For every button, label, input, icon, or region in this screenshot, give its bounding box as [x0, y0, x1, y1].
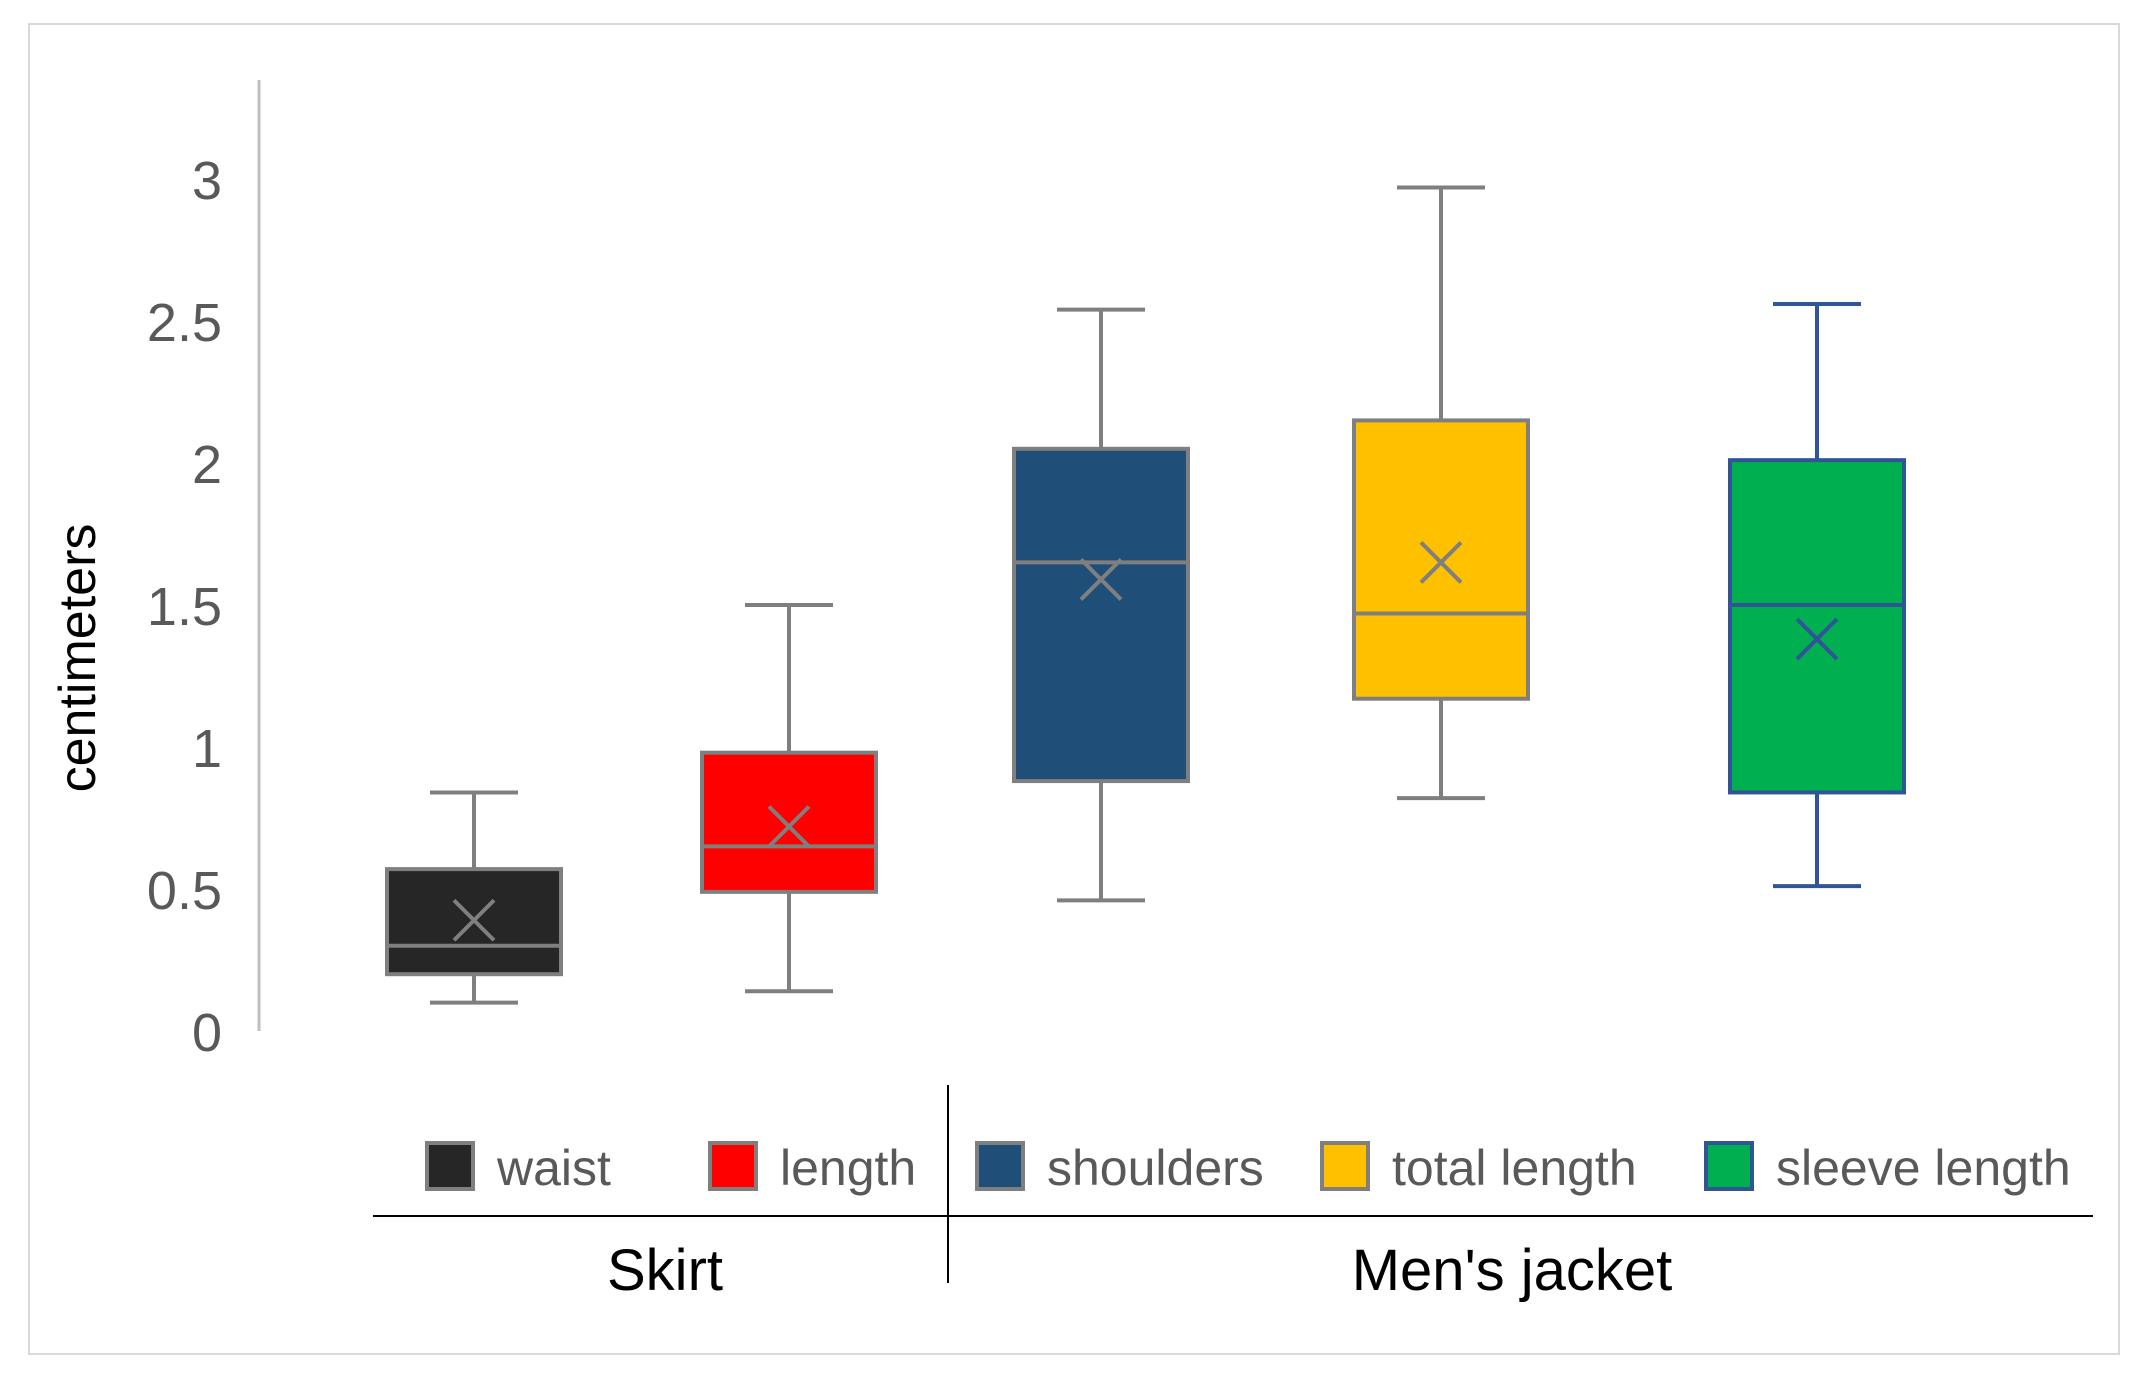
y-axis-title: centimeters: [49, 524, 107, 793]
box-iqr: [385, 867, 563, 977]
box-shoulders: [1012, 307, 1190, 903]
legend-label: total length: [1392, 1140, 1637, 1196]
box-sleeve-length: [1728, 301, 1906, 889]
box-iqr: [700, 750, 878, 894]
group-label: Skirt: [607, 1238, 723, 1303]
y-tick-label: 3: [192, 151, 222, 211]
y-tick-label: 0.5: [147, 861, 222, 921]
box-waist: [385, 790, 563, 1005]
mean-marker: [1419, 540, 1463, 584]
legend-swatch: [975, 1141, 1025, 1191]
legend-item-total-length: total length: [1320, 1140, 1637, 1196]
legend-swatch: [1704, 1141, 1754, 1191]
legend-item-waist: waist: [425, 1140, 611, 1196]
y-tick-label: 0: [192, 1003, 222, 1063]
legend-label: length: [780, 1140, 916, 1196]
legend-item-shoulders: shoulders: [975, 1140, 1264, 1196]
box-length: [700, 603, 878, 994]
y-tick-label: 2: [192, 435, 222, 495]
y-tick-label: 1.5: [147, 577, 222, 637]
plot-area: 0 0.5 1 1.5 2 2.5 3: [147, 80, 1906, 1063]
box-iqr: [1012, 446, 1190, 784]
legend: waist length shoulders total length sleeve l…: [373, 1085, 2093, 1303]
legend-label: waist: [496, 1140, 611, 1196]
legend-label: sleeve length: [1776, 1140, 2071, 1196]
legend-swatch: [1320, 1141, 1370, 1191]
y-tick-label: 1: [192, 719, 222, 779]
y-tick-label: 2.5: [147, 293, 222, 353]
legend-label: shoulders: [1047, 1140, 1264, 1196]
legend-swatch: [708, 1141, 758, 1191]
box-iqr: [1728, 458, 1906, 795]
legend-item-sleeve-length: sleeve length: [1704, 1140, 2071, 1196]
box-iqr: [1352, 418, 1530, 701]
mean-marker: [1795, 617, 1839, 661]
mean-marker: [452, 898, 496, 942]
group-label: Men's jacket: [1352, 1238, 1673, 1303]
mean-marker: [1079, 558, 1123, 601]
legend-swatch: [425, 1141, 475, 1191]
legend-item-length: length: [708, 1140, 916, 1196]
box-total-length: [1352, 185, 1530, 801]
mean-marker: [767, 805, 811, 848]
